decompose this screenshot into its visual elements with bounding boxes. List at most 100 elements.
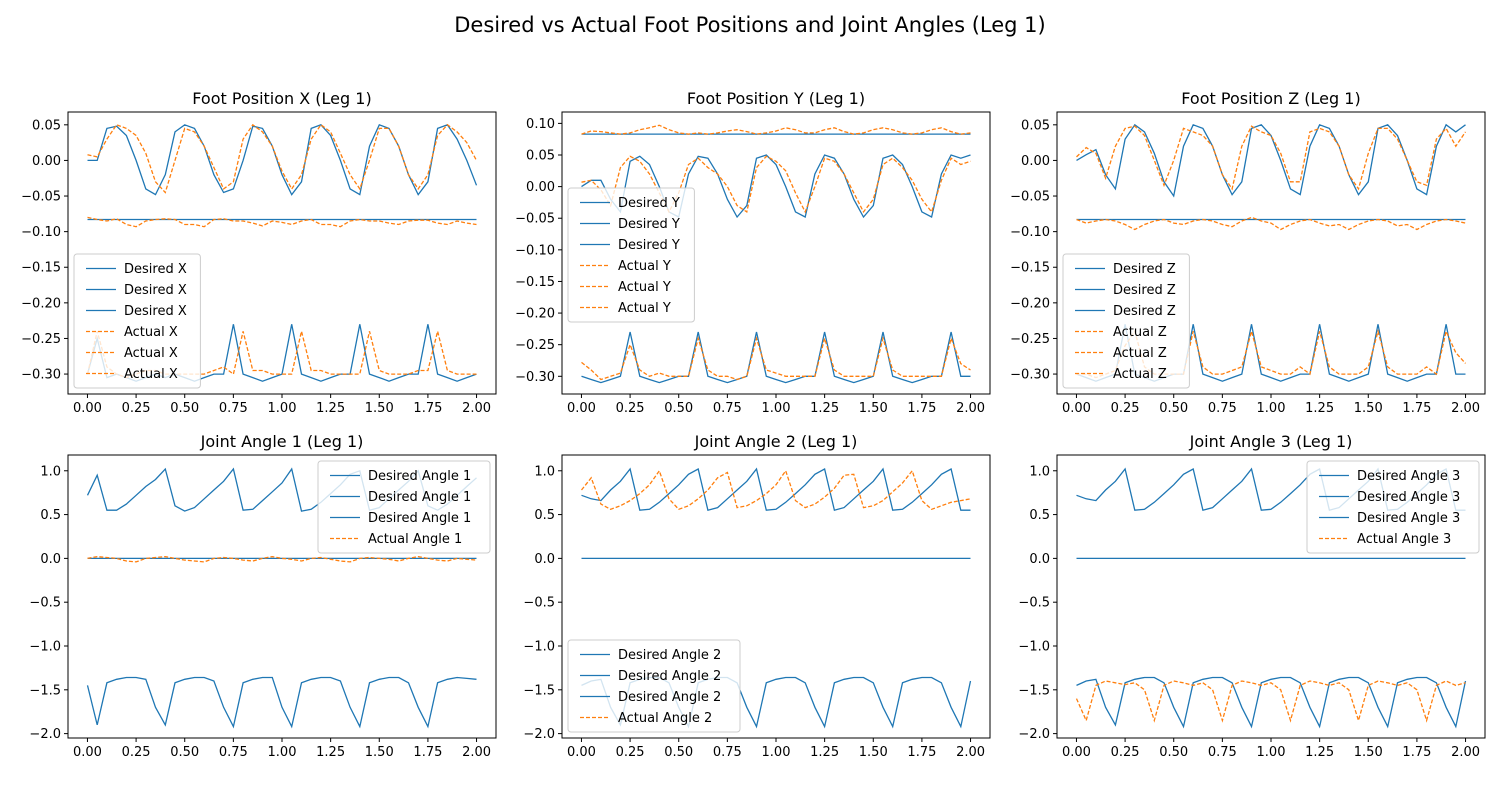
x-tick-label: 1.25 [316,745,345,760]
series-line [581,331,971,384]
y-tick-label: −1.5 [29,683,61,698]
x-tick-label: 1.25 [316,401,345,416]
legend-label: Desired Angle 3 [1357,490,1460,505]
series-line [581,124,971,135]
y-tick-label: −2.0 [29,727,61,742]
y-tick-label: 0.00 [526,180,555,195]
x-tick-label: 2.00 [956,401,985,416]
series-line [1076,216,1466,231]
y-tick-label: 1.0 [534,464,555,479]
x-tick-label: 1.00 [1257,401,1286,416]
y-tick-label: −0.5 [1018,596,1050,611]
series-line [87,555,477,563]
series-line [1076,125,1467,191]
series-line [1076,123,1466,198]
x-tick-label: 1.50 [365,745,394,760]
x-tick-label: 0.25 [122,745,151,760]
x-tick-label: 0.75 [713,745,742,760]
y-tick-label: 0.0 [1029,552,1050,567]
legend-label: Desired Z [1113,283,1176,298]
y-tick-label: 0.00 [1021,154,1050,169]
x-tick-label: 0.50 [1159,401,1188,416]
x-tick-label: 0.25 [122,401,151,416]
legend-label: Desired Angle 2 [618,648,721,663]
x-tick-label: 1.50 [365,401,394,416]
legend-label: Actual X [124,367,178,382]
y-tick-label: −0.15 [1010,261,1050,276]
y-tick-label: 0.5 [1029,508,1050,523]
x-tick-label: 0.00 [1062,745,1091,760]
y-tick-label: −0.25 [21,332,61,347]
y-tick-label: −0.25 [515,338,555,353]
y-tick-label: −1.5 [1018,683,1050,698]
series-line [86,331,477,379]
legend: Desired Angle 2 Desired Angle 2 Desired An… [567,639,741,733]
x-tick-label: 0.00 [567,745,596,760]
subplot-title: Joint Angle 1 (Leg 1) [200,432,364,451]
x-tick-label: 0.50 [170,745,199,760]
legend-frame [317,460,491,554]
legend-label: Desired Angle 3 [1357,511,1460,526]
legend: Desired Angle 1 Desired Angle 1 Desired An… [317,460,491,554]
figure-suptitle: Desired vs Actual Foot Positions and Joi… [454,13,1045,37]
x-tick-label: 1.00 [268,401,297,416]
legend-label: Desired Y [618,217,680,232]
x-tick-label: 0.50 [170,401,199,416]
subplot-4: Joint Angle 1 (Leg 1) 0.00 0.25 0.50 0.75 1.0… [29,432,497,760]
legend-label: Desired Z [1113,262,1176,277]
legend-label: Actual Angle 2 [618,711,712,726]
legend-label: Desired Angle 2 [618,690,721,705]
x-tick-label: 2.00 [462,401,491,416]
subplot-1: Foot Position X (Leg 1) 0.00 0.25 0.50 0.75 1… [21,89,497,416]
y-tick-label: −0.30 [21,368,61,383]
y-tick-label: −0.05 [1010,190,1050,205]
y-tick-label: 0.5 [40,508,61,523]
x-tick-label: 1.75 [413,401,442,416]
y-tick-label: −0.10 [1010,225,1050,240]
legend-label: Desired Z [1113,304,1176,319]
series-line [580,469,971,511]
y-tick-label: −0.20 [21,296,61,311]
legend-label: Actual X [124,346,178,361]
y-tick-label: −0.20 [1010,296,1050,311]
x-tick-label: 0.75 [219,745,248,760]
x-tick-label: 0.75 [713,401,742,416]
x-tick-label: 0.50 [664,745,693,760]
x-tick-label: 1.00 [1257,745,1286,760]
legend-frame [1306,460,1480,554]
legend-label: Desired Angle 1 [368,490,471,505]
y-tick-label: −0.25 [1010,332,1050,347]
y-tick-label: 0.10 [526,117,555,132]
legend: Desired X Desired X Desired X Actual X Actua… [73,253,201,389]
x-tick-label: 1.50 [1354,745,1383,760]
legend-label: Actual Angle 3 [1357,532,1451,547]
y-tick-label: 0.00 [32,154,61,169]
x-tick-label: 1.75 [1402,745,1431,760]
subplot-5: Joint Angle 2 (Leg 1) 0.00 0.25 0.50 0.75 1.0… [523,432,991,760]
x-tick-label: 1.75 [907,401,936,416]
x-tick-label: 0.25 [616,745,645,760]
x-tick-label: 0.00 [567,401,596,416]
subplot-title: Joint Angle 3 (Leg 1) [1189,432,1353,451]
x-tick-label: 0.25 [616,401,645,416]
x-tick-label: 0.50 [1159,745,1188,760]
series-line [87,123,478,194]
x-tick-label: 0.75 [1208,745,1237,760]
x-tick-label: 2.00 [956,745,985,760]
subplot-title: Joint Angle 2 (Leg 1) [694,432,858,451]
series-line [87,123,478,196]
x-tick-label: 1.75 [907,745,936,760]
legend-label: Actual Z [1113,325,1167,340]
series-line [1075,680,1466,723]
legend-label: Actual Z [1113,346,1167,361]
y-tick-label: −2.0 [1018,727,1050,742]
y-tick-label: −1.0 [29,640,61,655]
subplot-2: Foot Position Y (Leg 1) 0.00 0.25 0.50 0.75 1… [515,89,991,416]
y-tick-label: −0.30 [1010,368,1050,383]
legend-label: Desired Angle 2 [618,669,721,684]
x-tick-label: 1.25 [810,401,839,416]
x-tick-label: 0.00 [1062,401,1091,416]
legend-frame [1062,253,1190,389]
legend-frame [73,253,201,389]
